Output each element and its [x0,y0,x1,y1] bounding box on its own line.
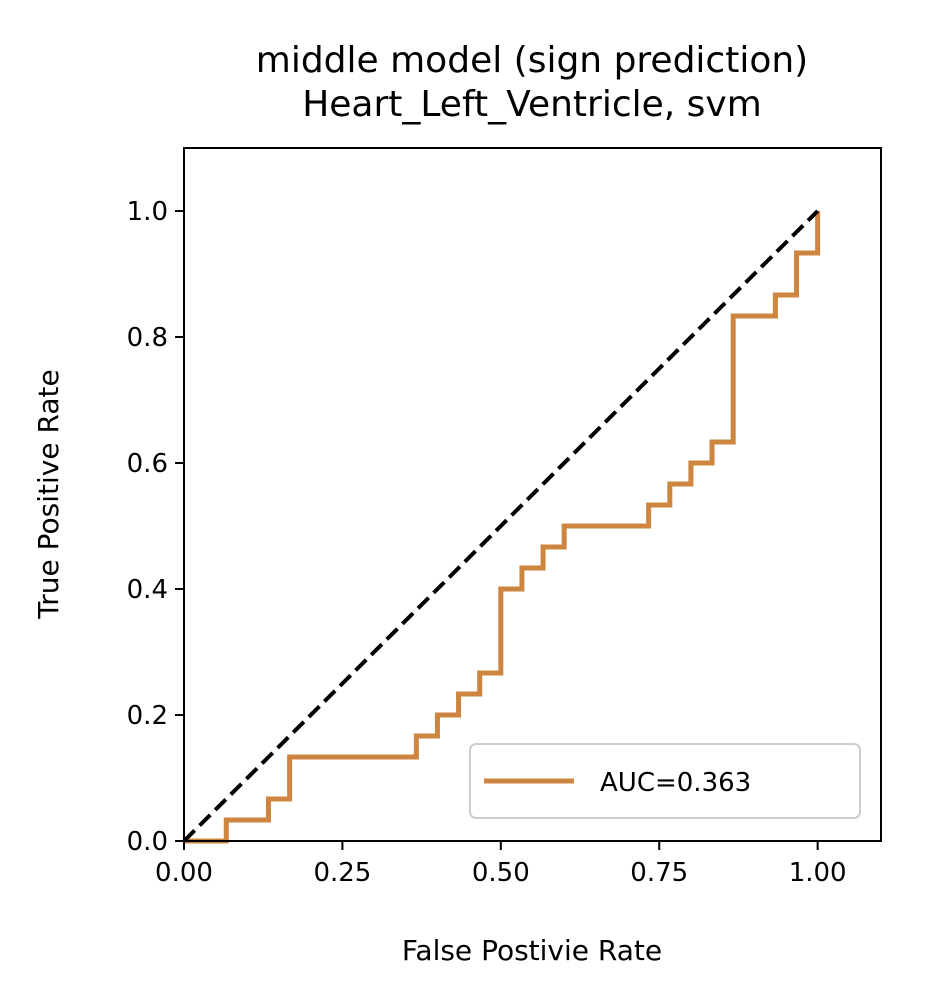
plot-frame [183,147,882,842]
roc-curve-line [184,211,821,844]
legend-label: AUC=0.363 [600,768,751,798]
axis-ticks: 0.00 0.25 0.50 0.75 1.00 0.0 0.2 0.4 0.6 0.8 1.0 [127,197,847,888]
x-tick-label: 0.25 [313,858,371,888]
x-tick-label: 0.00 [155,858,213,888]
y-tick-label: 0.2 [127,701,168,731]
legend: AUC=0.363 [469,743,861,819]
y-tick-label: 0.6 [127,449,168,479]
y-axis-label: True Positive Rate [32,369,65,619]
x-tick-label: 0.75 [630,858,688,888]
legend-box [469,743,861,819]
x-axis-label: False Postivie Rate [402,934,662,967]
y-tick-label: 0.8 [127,323,168,353]
chart-title: middle model (sign prediction) [256,40,808,81]
x-tick-label: 0.50 [472,858,530,888]
x-tick-label: 1.00 [789,858,847,888]
y-tick-label: 0.0 [127,827,168,857]
y-tick-label: 0.4 [127,575,168,605]
plot-area [182,209,821,844]
y-tick-label: 1.0 [127,197,168,227]
chart-subtitle: Heart_Left_Ventricle, svm [302,84,762,125]
reference-diagonal-line [182,209,820,843]
